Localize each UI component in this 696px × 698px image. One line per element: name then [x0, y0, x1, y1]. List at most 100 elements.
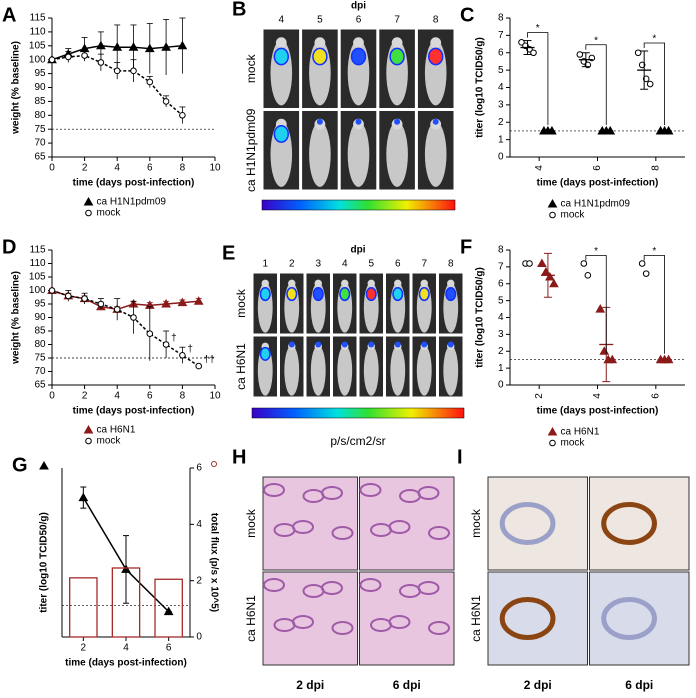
legend-label: mock — [97, 436, 122, 447]
legend-label: ca H1N1pdm09 — [97, 197, 167, 208]
mouse-silhouette — [386, 121, 408, 187]
x-tick-label: 8 — [650, 165, 661, 171]
tissue — [399, 489, 421, 503]
column-label: 1 — [262, 259, 268, 270]
x-tick-label: 4 — [114, 163, 120, 174]
panel-letter: C — [460, 4, 474, 26]
marker — [537, 258, 547, 267]
column-label: 7 — [394, 15, 400, 26]
y-tick-label: 85 — [34, 96, 46, 107]
signal — [394, 341, 401, 348]
x-tick-label: 2 — [82, 163, 88, 174]
marker — [130, 314, 137, 321]
column-label: 2 dpi — [524, 678, 552, 692]
marker — [48, 56, 56, 64]
marker — [65, 53, 72, 61]
image-title: dpi — [351, 245, 366, 256]
series-line — [51, 289, 200, 367]
marker — [128, 42, 139, 51]
colorbar — [261, 199, 456, 211]
marker — [146, 78, 154, 86]
panel-letter: G — [12, 454, 28, 476]
tissue — [428, 526, 450, 540]
significance-bracket — [643, 42, 665, 125]
x-tick-label: 6 — [166, 643, 172, 654]
column-label: 6 dpi — [393, 678, 421, 692]
y-tick-label: 0 — [498, 380, 504, 391]
column-label: 2 — [289, 259, 295, 270]
marker — [638, 61, 646, 69]
signal — [355, 118, 362, 125]
colorbar-label: p/s/cm2/sr — [330, 434, 385, 448]
y-tick-label: 100 — [29, 54, 46, 65]
mouse-silhouette — [390, 345, 406, 396]
y-tick-label: 1 — [498, 134, 504, 145]
x-tick-label: 2 — [81, 643, 87, 654]
signal — [273, 47, 289, 66]
x-tick-label: 2 — [534, 393, 545, 399]
significance-label: * — [594, 246, 598, 257]
mouse-silhouette — [309, 121, 331, 187]
y-tick-label: 7 — [498, 30, 504, 41]
y-tick-label: 0 — [196, 632, 202, 643]
y-axis-label: titer (log10 TCID50/g) — [39, 512, 50, 613]
marker — [595, 304, 606, 313]
x-axis-label: time (days post-infection) — [65, 658, 187, 669]
marker — [193, 296, 204, 305]
y-tick-label: 8 — [498, 13, 504, 24]
legend-marker — [83, 424, 94, 434]
y-tick-label: 95 — [34, 299, 46, 310]
row-label: ca H6N1 — [244, 595, 258, 642]
signal — [286, 287, 298, 302]
signal — [432, 118, 439, 125]
image-title: dpi — [351, 1, 366, 12]
signal — [428, 47, 444, 66]
significance-bracket — [585, 255, 607, 354]
marker — [634, 49, 642, 57]
legend-marker — [547, 426, 558, 436]
marker — [113, 306, 121, 313]
x-tick-label: 4 — [534, 165, 545, 171]
marker — [549, 278, 559, 288]
y-tick-label: 5 — [498, 65, 504, 76]
column-label: 7 — [421, 259, 427, 270]
y-tick-label: 90 — [34, 312, 46, 323]
tissue — [601, 597, 657, 640]
row-label: mock — [234, 288, 248, 318]
marker — [161, 298, 171, 308]
significance-label: * — [652, 34, 656, 45]
mouse-head — [367, 279, 375, 288]
x-tick-label: 0 — [49, 163, 55, 174]
column-label: 5 — [368, 259, 374, 270]
tissue — [601, 502, 657, 545]
panel-letter: F — [460, 236, 472, 258]
panel-letter: H — [232, 446, 246, 468]
y-tick-label: 115 — [30, 13, 46, 24]
y-tick-label: 0 — [498, 152, 504, 163]
bar — [69, 577, 98, 638]
axis-legend-marker — [211, 461, 217, 467]
y-tick-label: 110 — [30, 27, 46, 38]
y-tick-label: 7 — [498, 262, 504, 273]
y-tick-label: 95 — [34, 68, 46, 79]
tissue — [263, 483, 285, 497]
y-tick-label: 2 — [498, 346, 504, 357]
signal — [368, 341, 375, 348]
x-axis-label: time (days post-infection) — [537, 178, 659, 189]
x-tick-label: 6 — [147, 391, 153, 402]
bar — [111, 567, 141, 638]
y-tick-label: 4 — [196, 519, 202, 530]
signal — [447, 341, 454, 348]
marker — [81, 295, 88, 302]
legend-marker — [549, 211, 556, 219]
signal — [259, 287, 271, 302]
column-label: 5 — [317, 15, 323, 26]
signal — [421, 341, 428, 348]
tissue — [302, 584, 325, 598]
marker — [112, 42, 123, 51]
legend-label: ca H6N1 — [561, 427, 600, 438]
y-tick-label: 80 — [34, 110, 46, 121]
y-tick-label: 90 — [34, 82, 46, 93]
marker — [541, 266, 551, 276]
y-tick-label: 100 — [29, 285, 46, 296]
